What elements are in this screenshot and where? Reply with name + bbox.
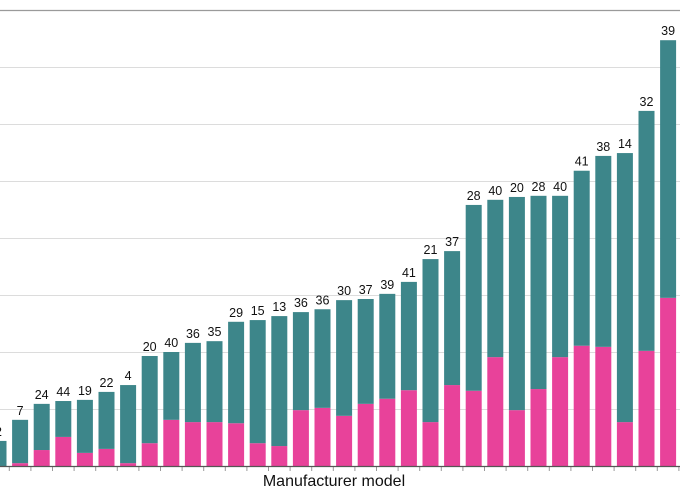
bar-segment <box>595 346 612 466</box>
bar-segment <box>357 298 374 404</box>
bar-label: 15 <box>251 304 265 318</box>
bar-segment <box>228 321 245 424</box>
bar-segment <box>660 40 677 298</box>
bar-label: 41 <box>575 155 589 169</box>
bar-segment <box>249 320 266 444</box>
bar-segment <box>638 350 655 466</box>
bar-segment <box>271 316 288 447</box>
bar-segment <box>379 398 396 466</box>
bar-segment <box>228 423 245 466</box>
bar-label: 36 <box>316 293 330 307</box>
bar-label: 40 <box>553 180 567 194</box>
bar-segment <box>33 450 50 466</box>
bar-segment <box>357 403 374 466</box>
bar-segment <box>444 251 461 386</box>
bar-segment <box>163 352 180 420</box>
bar-segment <box>465 204 482 391</box>
bar-segment <box>530 389 547 466</box>
bar-label: 30 <box>337 284 351 298</box>
bar-segment <box>0 440 7 466</box>
bar-label: 4 <box>125 369 132 383</box>
bar-label: 38 <box>596 140 610 154</box>
bar-segment <box>573 345 590 466</box>
bar-label: 28 <box>467 189 481 203</box>
bar-label: 35 <box>208 325 222 339</box>
bar-label: 40 <box>488 184 502 198</box>
bar-label: 37 <box>445 235 459 249</box>
bar-segment <box>120 385 137 464</box>
x-axis-label: Manufacturer model <box>263 473 405 490</box>
bar-segment <box>660 297 677 466</box>
bar-segment <box>422 422 439 466</box>
bar-segment <box>616 153 633 423</box>
bar-segment <box>508 410 525 466</box>
bar-segment <box>271 446 288 466</box>
bar-segment <box>184 342 201 423</box>
bar-label: 19 <box>78 384 92 398</box>
bar-segment <box>33 403 50 451</box>
bar-segment <box>422 259 439 423</box>
bar-segment <box>552 195 569 358</box>
bar-segment <box>444 385 461 466</box>
bar-segment <box>206 341 223 423</box>
bar-segment <box>98 391 115 449</box>
bar-segment <box>76 399 93 453</box>
bar-label: 44 <box>56 385 70 399</box>
bar-label: 28 <box>532 180 546 194</box>
bar-segment <box>12 419 29 464</box>
bar-segment <box>400 281 417 391</box>
bar-segment <box>573 170 590 346</box>
bar-label: 2 <box>0 425 2 439</box>
bar-label: 41 <box>402 266 416 280</box>
bar-segment <box>163 419 180 466</box>
bar-segment <box>184 422 201 466</box>
bar-segment <box>292 312 309 411</box>
bar-segment <box>336 415 353 466</box>
bar-label: 7 <box>17 404 24 418</box>
bar-segment <box>120 463 137 466</box>
bar-label: 20 <box>510 181 524 195</box>
bar-label: 37 <box>359 283 373 297</box>
bar-label: 20 <box>143 340 157 354</box>
bar-segment <box>400 390 417 466</box>
bar-label: 22 <box>100 376 114 390</box>
bar-label: 32 <box>640 95 654 109</box>
bar-segment <box>595 155 612 347</box>
bar-label: 14 <box>618 137 632 151</box>
bar-label: 40 <box>164 336 178 350</box>
bar-label: 21 <box>424 243 438 257</box>
bar-label: 29 <box>229 306 243 320</box>
bar-segment <box>76 452 93 466</box>
bar-segment <box>98 448 115 466</box>
bar-segment <box>141 355 158 444</box>
bar-label: 36 <box>186 327 200 341</box>
bar-label: 36 <box>294 296 308 310</box>
bar-segment <box>552 357 569 466</box>
bar-segment <box>206 422 223 466</box>
bar-segment <box>379 293 396 399</box>
bar-label: 39 <box>380 278 394 292</box>
bar-label: 39 <box>661 24 675 38</box>
bar-segment <box>55 401 72 437</box>
bar-segment <box>249 443 266 466</box>
bar-segment <box>487 357 504 466</box>
bar-segment <box>638 110 655 351</box>
bar-segment <box>616 422 633 466</box>
bar-label: 13 <box>272 300 286 314</box>
bar-segment <box>487 199 504 358</box>
bar-label: 24 <box>35 388 49 402</box>
bar-segment <box>292 410 309 466</box>
bar-segment <box>530 195 547 390</box>
bar-segment <box>314 407 331 466</box>
bar-segment <box>12 463 29 466</box>
bar-segment <box>336 300 353 416</box>
bar-segment <box>141 443 158 466</box>
bar-segment <box>508 196 525 411</box>
bar-segment <box>55 436 72 466</box>
bar-segment <box>314 309 331 408</box>
bar-segment <box>465 390 482 466</box>
